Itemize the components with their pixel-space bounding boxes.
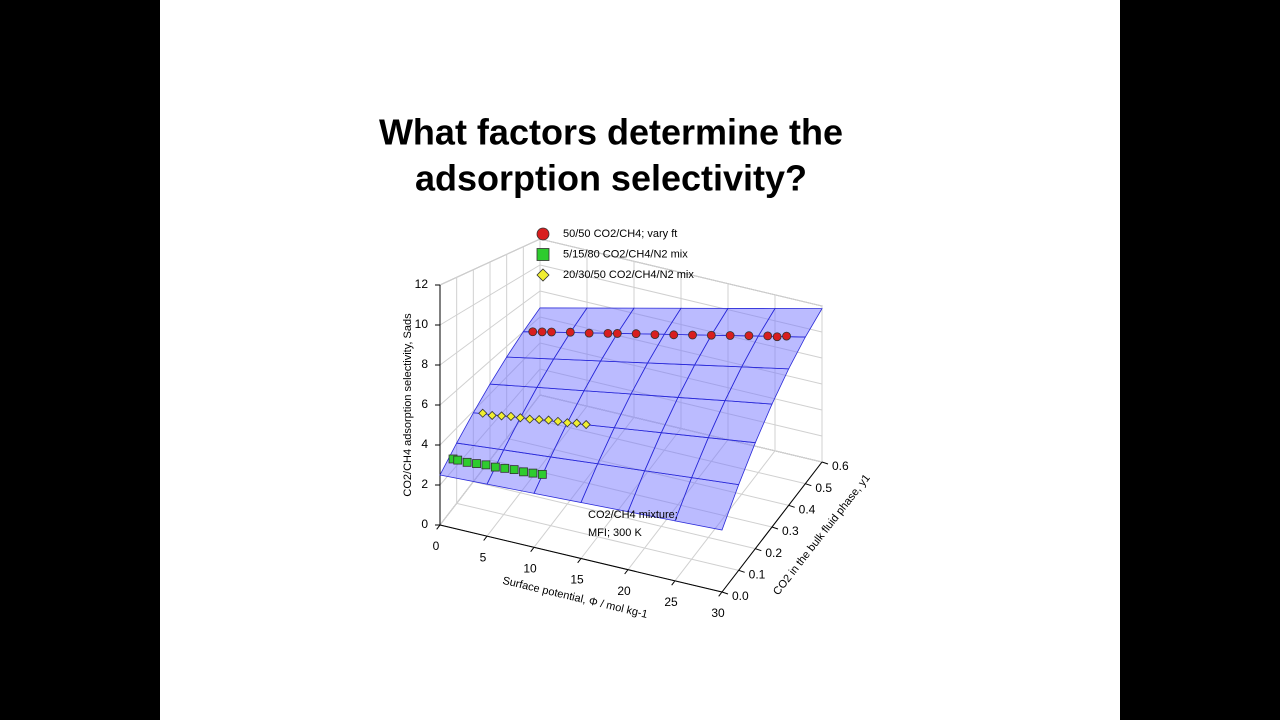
tick-mark [624,569,629,575]
x-tick-label: 25 [664,595,678,609]
y-tick-label: 0.1 [749,568,766,582]
data-point [506,411,516,421]
data-point [537,327,547,337]
y-tick-label: 0.2 [765,546,782,560]
grid-line [439,290,541,366]
legend-label: 5/15/80 CO2/CH4/N2 mix [563,248,688,260]
data-point [688,330,697,340]
tick-mark [821,461,829,465]
grid-line [439,264,541,326]
legend-label: 20/30/50 CO2/CH4/N2 mix [563,269,694,281]
legend-marker [536,268,550,282]
data-point [519,467,528,477]
tick-mark [805,483,812,487]
tick-mark [671,580,676,586]
z-axis-label: CO2/CH4 adsorption selectivity, Sads [402,313,414,497]
z-tick-label: 6 [421,397,428,411]
z-tick-label: 12 [415,277,429,291]
legend-marker [536,248,550,261]
tick-mark [738,569,745,573]
tick-mark [771,526,779,530]
data-point [706,330,716,340]
grid-line [539,238,823,307]
z-tick-label: 0 [421,517,428,531]
y-tick-label: 0.0 [732,589,749,603]
data-point [581,419,591,430]
grid-line [439,238,541,286]
data-point [763,331,773,341]
x-tick-label: 5 [480,550,487,564]
data-point [478,408,488,418]
data-point [462,457,472,467]
annotation: MFI; 300 K [588,527,642,539]
data-point [744,331,754,341]
data-point [631,329,641,339]
legend-marker [536,227,550,241]
y-tick-label: 0.5 [815,481,832,495]
data-point [500,463,510,473]
tick-mark [721,591,729,595]
data-point [528,327,538,337]
tick-mark [530,547,535,552]
data-point [509,465,519,475]
data-point [565,327,575,337]
data-point [472,459,481,468]
data-point [603,328,613,338]
data-point [543,415,554,425]
tick-mark [788,504,795,508]
data-point [782,331,791,341]
data-point [572,418,582,428]
data-point [612,329,622,338]
data-point [562,418,572,428]
data-point [490,462,500,472]
data-point [650,330,660,340]
data-point [534,415,544,425]
data-point [528,468,538,478]
data-point [487,410,497,421]
legend-label: 50/50 CO2/CH4; vary ft [563,228,677,240]
tick-mark [436,524,441,530]
z-tick-label: 8 [421,357,428,371]
grid-line [456,502,739,571]
grid-line [473,481,756,550]
slide-title: adsorption selectivity? [415,158,807,199]
x-tick-label: 15 [570,573,584,587]
data-point [725,331,735,340]
tick-mark [577,558,582,564]
data-point [481,460,491,470]
annotation: CO2/CH4 mixture; [588,509,678,521]
y-axis [721,461,823,593]
x-tick-label: 20 [617,584,631,598]
slide-title: What factors determine the [379,112,843,153]
z-tick-label: 10 [415,317,429,331]
data-point [669,330,679,340]
data-point [553,416,563,426]
data-point [525,414,535,424]
data-point [453,455,463,465]
data-point [547,327,556,337]
x-tick-label: 0 [433,539,440,553]
y-tick-label: 0.6 [832,459,849,473]
y-tick-label: 0.3 [782,524,799,538]
tick-mark [483,535,488,541]
data-point [537,469,547,479]
data-point [515,413,525,423]
z-tick-label: 2 [421,477,428,491]
data-point [772,332,782,342]
data-point [496,411,507,421]
x-tick-label: 30 [711,606,725,620]
x-tick-label: 10 [523,562,537,576]
y-tick-label: 0.4 [799,503,816,517]
tick-mark [718,591,723,597]
tick-mark [755,548,762,552]
x-axis [439,524,723,593]
data-point [584,328,594,338]
z-tick-label: 4 [421,437,428,451]
